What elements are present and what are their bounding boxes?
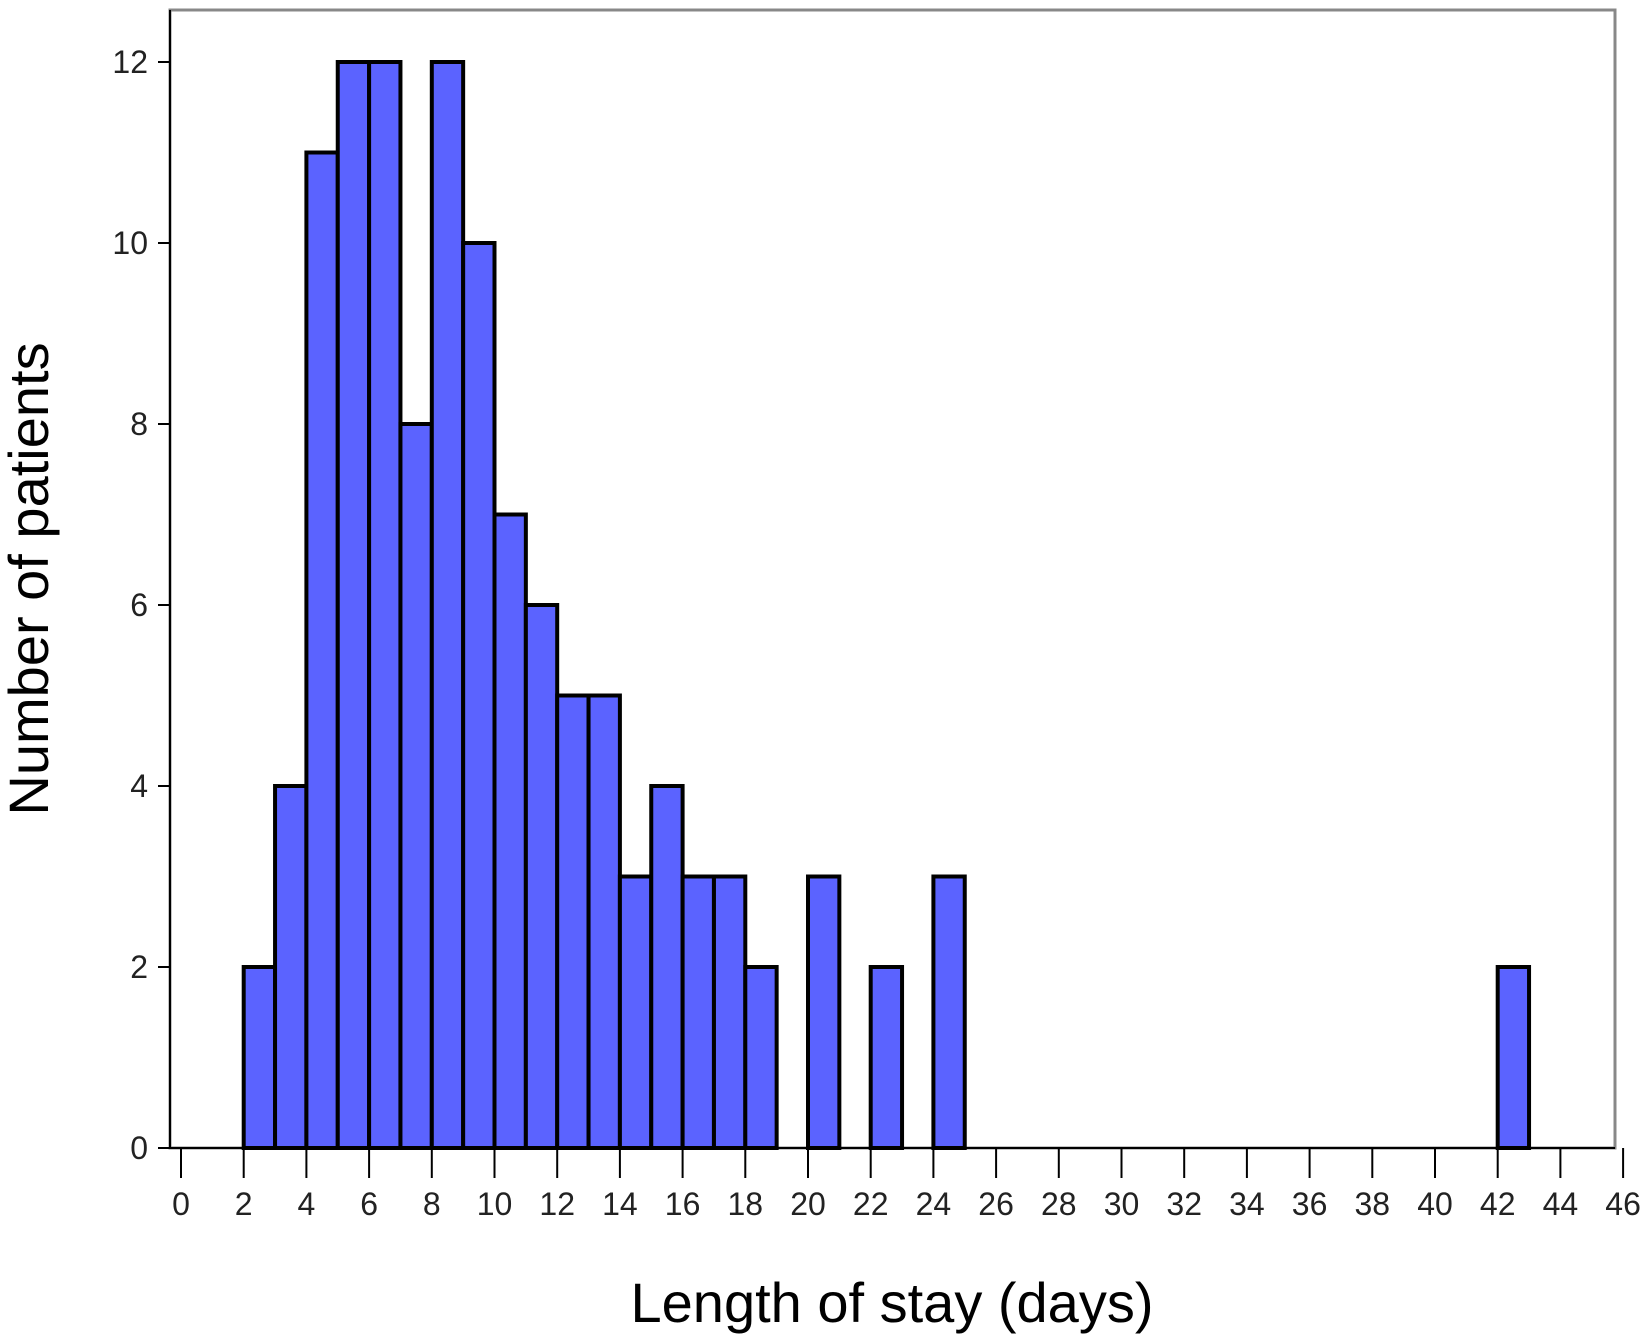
histogram-bar <box>492 512 528 1150</box>
x-tick-label: 4 <box>298 1186 316 1222</box>
histogram-bar <box>806 874 842 1150</box>
x-tick-label: 0 <box>172 1186 190 1222</box>
y-tick-label: 10 <box>112 225 148 261</box>
histogram-bar <box>429 60 466 1150</box>
x-tick-label: 6 <box>360 1186 378 1222</box>
y-tick-label: 8 <box>130 406 148 442</box>
x-tick-label: 46 <box>1605 1186 1641 1222</box>
y-tick-label: 6 <box>130 587 148 623</box>
histogram-bar <box>743 965 779 1150</box>
histogram-bar <box>617 874 654 1150</box>
x-tick-label: 24 <box>916 1186 952 1222</box>
histogram-bar <box>649 784 685 1150</box>
y-tick-label: 0 <box>130 1130 148 1166</box>
histogram-bar <box>304 150 340 1150</box>
histogram-bar <box>335 60 372 1150</box>
x-tick-label: 32 <box>1166 1186 1202 1222</box>
x-tick-label: 28 <box>1041 1186 1077 1222</box>
bars-group <box>241 60 1532 1150</box>
histogram-bar <box>1495 965 1532 1150</box>
histogram-bar <box>523 603 560 1150</box>
histogram-bar <box>461 241 497 1150</box>
y-axis: 0 2 4 6 8 10 12 <box>112 10 171 1166</box>
histogram-bar <box>680 874 716 1150</box>
x-tick-label: 10 <box>477 1186 513 1222</box>
x-tick-label: 14 <box>602 1186 638 1222</box>
histogram-bar <box>367 60 403 1150</box>
x-tick-label: 16 <box>665 1186 701 1222</box>
x-tick-label: 30 <box>1104 1186 1140 1222</box>
x-tick-label: 26 <box>978 1186 1014 1222</box>
x-tick-label: 20 <box>790 1186 826 1222</box>
x-tick-label: 38 <box>1355 1186 1391 1222</box>
x-tick-label: 34 <box>1229 1186 1265 1222</box>
x-tick-label: 42 <box>1480 1186 1516 1222</box>
x-axis-title: Length of stay (days) <box>631 1271 1154 1334</box>
y-tick-label: 2 <box>130 949 148 985</box>
y-axis-title: Number of patients <box>0 342 60 815</box>
y-tick-label: 12 <box>112 44 148 80</box>
x-tick-label: 36 <box>1292 1186 1328 1222</box>
x-tick-label: 2 <box>235 1186 253 1222</box>
histogram-bar <box>398 422 434 1150</box>
x-tick-label: 44 <box>1543 1186 1579 1222</box>
x-tick-label: 22 <box>853 1186 889 1222</box>
histogram-bar <box>555 693 591 1150</box>
histogram-bar <box>241 965 278 1150</box>
x-tick-label: 40 <box>1417 1186 1453 1222</box>
x-tick-label: 18 <box>728 1186 764 1222</box>
x-tick-label: 12 <box>539 1186 575 1222</box>
histogram-bar <box>711 874 748 1150</box>
histogram-bar <box>868 965 905 1150</box>
y-tick-label: 4 <box>130 768 148 804</box>
histogram-bar <box>931 874 967 1150</box>
x-axis: 0 2 4 6 8 10 12 14 16 18 20 22 24 26 28 30 32 34 36 38 40 42 4… <box>170 1147 1641 1222</box>
x-tick-label: 8 <box>423 1186 441 1222</box>
histogram-bar <box>586 693 622 1150</box>
histogram-bar <box>273 784 309 1150</box>
